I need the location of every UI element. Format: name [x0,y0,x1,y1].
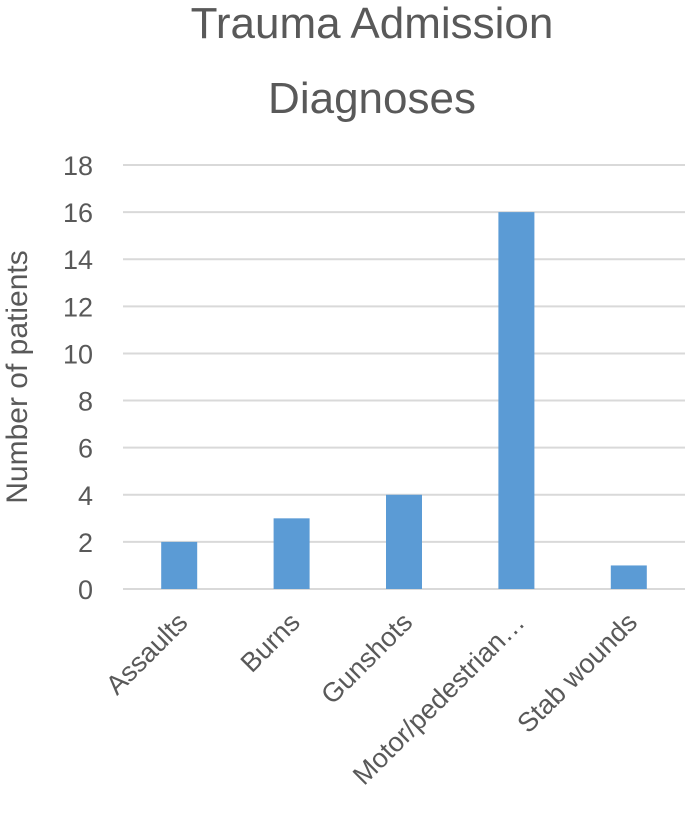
y-tick-labels: 0 2 4 6 8 10 12 14 16 18 [63,151,93,605]
x-category-label: Assaults [100,607,193,700]
gridlines [123,164,685,590]
y-tick-label: 8 [78,387,93,417]
y-tick-label: 12 [63,292,93,322]
y-tick-label: 18 [63,151,93,181]
bar-0 [161,541,198,589]
y-tick-label: 10 [63,339,93,369]
y-tick-label: 16 [63,198,93,228]
x-category-label: Stab wounds [511,607,643,739]
y-tick-label: 4 [78,481,93,511]
bar-2 [386,494,422,589]
bar-4 [610,565,647,589]
chart-title-line-2: Diagnoses [268,74,476,123]
y-tick-label: 0 [78,575,93,605]
x-category-labels: Assaults Burns GunshotsMotor/pedestrian…St… [100,607,643,791]
y-tick-label: 14 [63,245,93,275]
y-axis-label: Number of patients [1,250,34,503]
x-category-label: Burns [235,607,306,678]
x-category-label: Gunshots [315,607,418,710]
chart-title-line-1: Trauma Admission [191,0,554,48]
y-tick-label: 2 [78,528,93,558]
bar-1 [273,518,310,589]
y-tick-label: 6 [78,434,93,464]
bars [161,212,647,589]
bar-3 [498,212,535,589]
